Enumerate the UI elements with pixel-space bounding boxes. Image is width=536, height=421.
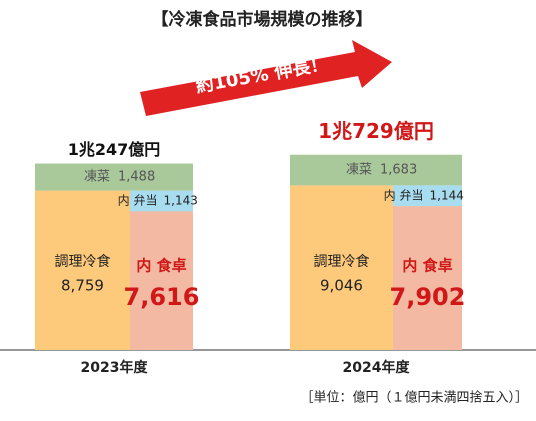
value-label: 7,616 — [124, 283, 200, 311]
series-name: 内 弁当 — [384, 187, 424, 202]
value-label: 1,488 — [118, 170, 155, 185]
chart-title: 【冷凍食品市場規模の推移】 — [152, 9, 373, 30]
series-name: 調理冷食 — [314, 253, 370, 270]
block — [130, 190, 193, 212]
series-name: 内 食卓 — [136, 257, 186, 275]
series-name: 内 弁当 — [118, 192, 158, 207]
block — [393, 185, 462, 207]
value-label: 9,046 — [320, 277, 363, 295]
x-tick-label: 2023年度 — [81, 359, 149, 376]
value-label: 1,144 — [430, 188, 464, 202]
unit-note: ［単位：億円（１億円未満四捨五入）］ — [300, 390, 528, 406]
series-name: 内 食卓 — [402, 257, 452, 275]
growth-arrow — [140, 40, 392, 116]
block — [290, 154, 462, 186]
series-name: 調理冷食 — [55, 253, 111, 270]
value-label: 1,683 — [380, 163, 417, 178]
series-name: 凍菜 — [346, 162, 372, 178]
total-label: 1兆247億円 — [68, 140, 161, 159]
block — [35, 163, 193, 191]
value-label: 8,759 — [61, 277, 104, 295]
block — [393, 206, 462, 350]
block — [130, 211, 193, 350]
value-label: 1,143 — [164, 193, 198, 207]
value-label: 7,902 — [390, 283, 466, 311]
x-tick-label: 2024年度 — [343, 359, 411, 376]
series-name: 凍菜 — [84, 169, 110, 185]
total-label: 1兆729億円 — [318, 119, 434, 143]
